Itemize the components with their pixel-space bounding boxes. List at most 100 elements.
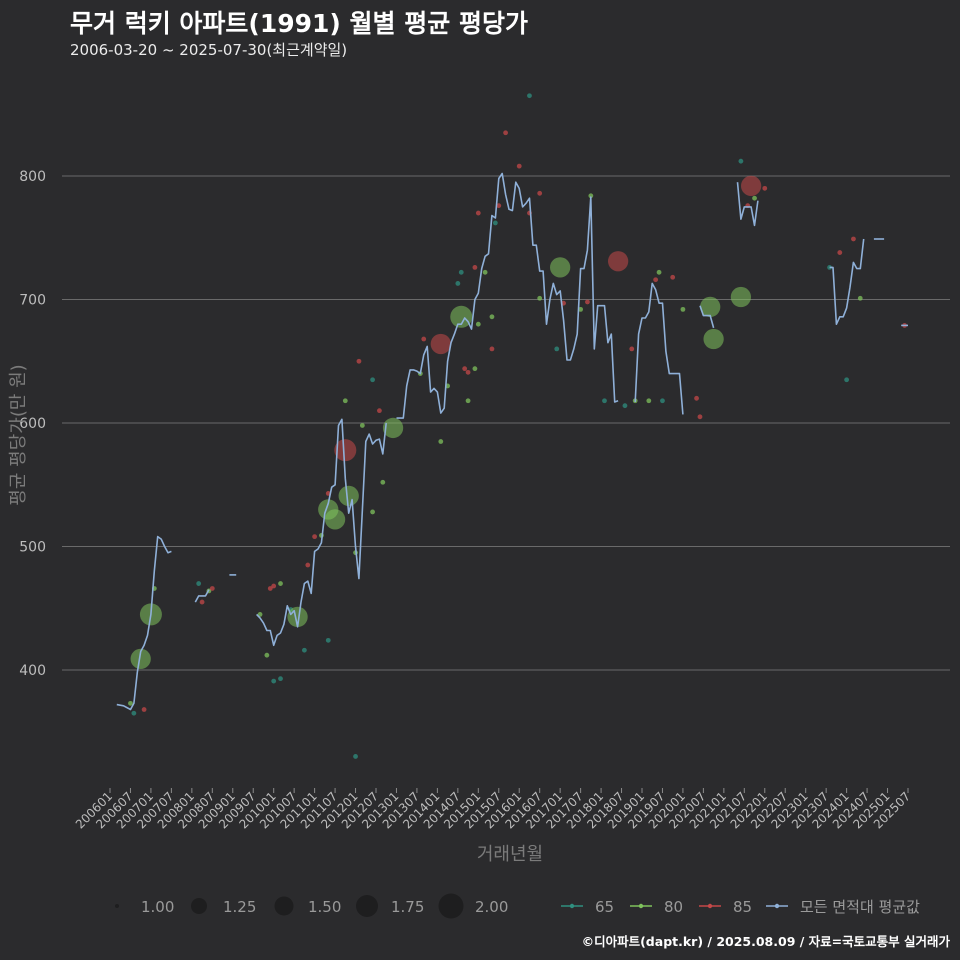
point-65-2010-01 <box>271 678 277 684</box>
avg-line-segment-9 <box>829 238 865 325</box>
point-65-2019-07 <box>660 398 665 404</box>
series-legend-dot-3 <box>774 903 780 909</box>
point-85-2014-09 <box>462 366 468 372</box>
size-legend-dot-0 <box>115 904 119 908</box>
point-85-2015-05 <box>489 346 495 352</box>
point-85-2020-05 <box>694 395 699 401</box>
point-65-2024-01 <box>844 377 850 383</box>
point-85-2006-11 <box>141 707 147 712</box>
point-65-2021-06 <box>738 158 744 164</box>
avg-line-segment-7 <box>699 305 715 329</box>
grid-lines <box>62 175 950 671</box>
point-85-2021-09 <box>740 175 762 197</box>
series-legend-dot-2 <box>707 903 713 909</box>
size-legend-label-0: 1.00 <box>141 898 174 916</box>
point-85-2023-11 <box>837 250 843 255</box>
y-tick-label-400: 400 <box>19 663 46 679</box>
series-legend-dot-0 <box>569 903 575 909</box>
point-80-2012-03 <box>359 423 365 428</box>
series-legend-label-2: 85 <box>733 898 752 916</box>
point-80-2017-10 <box>588 193 594 199</box>
size-legend-label-1: 1.25 <box>223 898 256 916</box>
point-80-2011-07 <box>324 509 346 530</box>
point-85-2013-09 <box>421 336 427 342</box>
avg-line-segment-6 <box>634 282 684 415</box>
source-caption: ©디아파트(dapt.kr) / 2025.08.09 / 자료=국토교통부 실… <box>581 934 950 949</box>
point-85-2010-01 <box>271 583 277 589</box>
point-85-2010-11 <box>305 562 311 568</box>
point-80-2015-03 <box>482 269 488 275</box>
size-legend-dot-2 <box>274 896 294 916</box>
point-80-2021-10 <box>752 195 757 201</box>
point-85-2014-12 <box>472 264 478 270</box>
point-85-2018-06 <box>607 251 629 272</box>
point-65-2006-08 <box>131 710 137 716</box>
point-85-2008-04 <box>199 599 205 605</box>
point-80-2014-10 <box>465 398 471 404</box>
series-legend-label-3: 모든 면적대 평균값 <box>800 898 920 916</box>
scatter-points <box>128 93 907 759</box>
point-85-2022-01 <box>762 185 768 191</box>
avg-line-segment-8 <box>736 182 759 227</box>
point-85-2014-02 <box>430 333 451 355</box>
point-80-2011-11 <box>338 485 359 507</box>
point-80-2011-10 <box>342 398 348 404</box>
point-80-2020-10 <box>703 328 724 350</box>
point-65-2015-06 <box>492 220 498 226</box>
avg-line-segment-2 <box>194 589 210 603</box>
series-legend-label-0: 65 <box>595 898 614 916</box>
size-legend-dot-4 <box>438 893 464 919</box>
size-legend-label-3: 1.75 <box>391 898 424 916</box>
point-65-2011-05 <box>325 637 331 643</box>
y-tick-label-700: 700 <box>19 293 46 309</box>
point-80-2019-03 <box>646 398 652 404</box>
point-80-2016-07 <box>537 295 543 301</box>
point-85-2016-07 <box>537 190 543 196</box>
point-85-2016-01 <box>516 163 522 169</box>
point-65-2018-08 <box>622 403 628 409</box>
x-axis-ticks: 2006012006072007012007072008012008072009… <box>73 788 913 832</box>
point-80-2017-01 <box>550 257 571 278</box>
size-legend: 1.00 1.25 1.50 1.75 2.00 <box>115 893 508 919</box>
series-legend-dot-1 <box>638 903 644 909</box>
x-axis-title: 거래년월 <box>477 844 543 865</box>
point-65-2014-08 <box>458 269 464 275</box>
point-80-2015-01 <box>475 321 481 327</box>
point-80-2019-06 <box>656 269 662 275</box>
point-85-2019-05 <box>653 277 659 283</box>
point-80-2009-11 <box>264 652 270 658</box>
point-85-2020-06 <box>697 414 703 420</box>
point-80-2012-06 <box>370 509 375 515</box>
point-85-2009-12 <box>267 586 273 591</box>
point-80-2012-09 <box>380 479 386 485</box>
point-85-2012-02 <box>356 358 362 364</box>
point-65-2023-08 <box>827 264 832 270</box>
point-80-2006-10 <box>130 648 151 670</box>
point-65-2016-04 <box>527 93 532 99</box>
avg-line-segment-1 <box>116 535 172 711</box>
point-85-2017-09 <box>585 299 590 305</box>
point-80-2021-06 <box>730 286 752 308</box>
size-legend-label-4: 2.00 <box>475 898 508 916</box>
point-85-2011-10 <box>334 439 357 462</box>
point-65-2016-12 <box>554 346 560 352</box>
point-85-2015-01 <box>475 210 481 216</box>
point-80-2020-01 <box>680 306 686 312</box>
point-65-2010-10 <box>301 647 307 653</box>
point-85-2019-10 <box>670 274 676 280</box>
point-85-2024-03 <box>851 236 856 242</box>
point-80-2010-03 <box>278 581 283 586</box>
avg-line-segment-5 <box>396 172 619 419</box>
point-65-2014-07 <box>455 281 461 286</box>
point-80-2014-08 <box>450 305 473 328</box>
point-65-2008-03 <box>196 581 202 586</box>
point-80-2015-05 <box>489 314 495 320</box>
point-80-2006-07 <box>128 700 133 706</box>
point-65-2012-06 <box>370 377 375 383</box>
point-65-2018-02 <box>602 398 607 404</box>
point-85-2018-10 <box>629 346 635 352</box>
average-line <box>116 172 908 711</box>
y-axis-title: 평균 평당가(만 원) <box>8 364 29 505</box>
point-80-2014-02 <box>438 439 444 444</box>
